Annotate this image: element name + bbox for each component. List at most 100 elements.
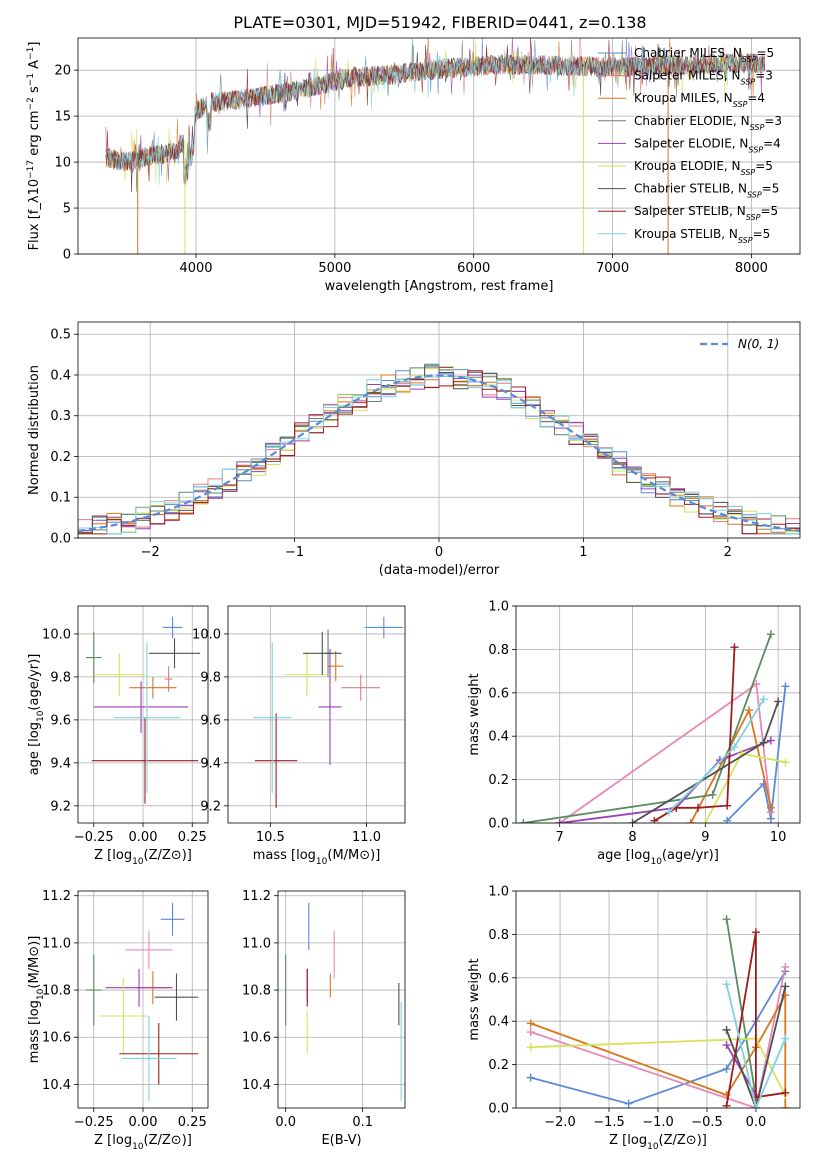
- plot-area: [85, 902, 199, 1101]
- weight-point: [723, 801, 732, 810]
- y-tick-label: 1.0: [488, 600, 509, 615]
- x-tick-label: −0.5: [691, 1115, 723, 1130]
- label-part: 10: [316, 857, 328, 867]
- legend-tail: =5: [762, 182, 780, 196]
- x-tick-label: 4000: [179, 261, 212, 276]
- y-tick-label: 0.8: [488, 928, 509, 943]
- y-tick-label: 0.5: [50, 328, 71, 343]
- legend-tail: =3: [764, 114, 782, 128]
- y-tick-label: 9.2: [50, 799, 71, 814]
- weight-point: [781, 1088, 790, 1097]
- plot-area: [85, 616, 201, 804]
- weight-point: [722, 1064, 731, 1073]
- y-axis-label: Normed distribution: [27, 365, 42, 495]
- y-tick-label: 10.6: [242, 1031, 271, 1046]
- label-part: (Z/Z⊙)]: [144, 848, 192, 863]
- legend-tail: =5: [756, 46, 774, 60]
- y-tick-label: 11.2: [242, 889, 271, 904]
- y-tick-label: 1.0: [488, 885, 509, 900]
- label-part: Flux [f_λ10: [27, 179, 42, 251]
- x-tick-label: 0: [435, 545, 443, 560]
- weight-point: [751, 928, 760, 937]
- legend-sub: SSP: [733, 100, 748, 109]
- label-part: 10: [36, 710, 46, 722]
- legend-entry: Salpeter MILES, NSSP=3: [634, 69, 773, 87]
- weight-point: [766, 630, 775, 639]
- axes-frame: [77, 37, 801, 255]
- x-tick-label: 0.00: [129, 830, 158, 845]
- label-part: mass [: [27, 1020, 42, 1063]
- label-part: (age/yr)]: [662, 848, 719, 863]
- x-axis-label: Z [log10(Z/Z⊙)]: [94, 1133, 192, 1152]
- legend-text: Chabrier MILES, N: [634, 46, 742, 60]
- x-tick-label: 0.25: [178, 1115, 207, 1130]
- spectrum-legend: Chabrier MILES, N SSP =5 Salpeter MILES, NS…: [598, 46, 782, 244]
- y-tick-label: 0.0: [488, 1102, 509, 1117]
- legend-sub: SSP: [746, 213, 761, 222]
- y-tick-label: 0.0: [50, 532, 71, 547]
- y-tick-label: 0.2: [488, 773, 509, 788]
- y-tick-label: 20: [54, 64, 71, 79]
- x-tick-label: −2: [141, 545, 160, 560]
- x-tick-label: 11.0: [352, 830, 381, 845]
- label-part: age [: [27, 742, 42, 775]
- y-axis-label: mass [log10(M/M⊙)]: [27, 936, 46, 1064]
- weight-point: [723, 816, 732, 823]
- legend-text: Kroupa ELODIE, N: [634, 159, 741, 173]
- weight-point: [650, 816, 659, 823]
- weight-point: [730, 643, 739, 652]
- legend-entry: Chabrier STELIB, NSSP=5: [634, 182, 779, 200]
- y-tick-label: 0.6: [488, 686, 509, 701]
- x-axis-label: (data-model)/error: [379, 563, 500, 578]
- label-part: log: [627, 1133, 647, 1148]
- y-tick-label: 0.3: [50, 409, 71, 424]
- label-part: (Z/Z⊙)]: [144, 1133, 192, 1148]
- weight-series-line: [725, 932, 786, 1106]
- plot-area: [78, 363, 800, 538]
- legend-entry: Kroupa MILES, NSSP=4: [634, 91, 765, 109]
- x-tick-label: −1: [285, 545, 304, 560]
- weight-point: [686, 819, 695, 823]
- weight-series-line: [726, 686, 787, 822]
- plot-area: [253, 616, 404, 808]
- figure-title: PLATE=0301, MJD=51942, FIBERID=0441, z=0…: [233, 13, 646, 32]
- weight-point: [766, 736, 775, 745]
- weight-series-line: [725, 919, 757, 1098]
- y-tick-label: 10.8: [42, 984, 71, 999]
- y-tick-label: 9.2: [200, 799, 221, 814]
- y-axis-label: Flux [f_λ10−17 erg cm−2 s−1 A−1]: [26, 42, 42, 251]
- x-tick-label: 9: [701, 830, 709, 845]
- label-part: mass weight: [467, 958, 482, 1040]
- y-tick-label: 10.4: [242, 1078, 271, 1093]
- plot-area: [526, 915, 790, 1108]
- y-tick-label: 11.0: [242, 936, 271, 951]
- weight-point: [519, 819, 528, 823]
- x-tick-label: 0.25: [178, 830, 207, 845]
- label-part: 10: [132, 1142, 144, 1152]
- label-part: 10: [650, 857, 662, 867]
- label-part: Z [: [94, 848, 112, 863]
- x-tick-label: 7: [556, 830, 564, 845]
- weight-point: [664, 808, 673, 817]
- y-tick-label: 10.8: [242, 984, 271, 999]
- histogram-series: [78, 376, 800, 538]
- x-tick-label: 2: [724, 545, 732, 560]
- axes-frame: [77, 321, 801, 539]
- y-tick-label: 0.0: [488, 817, 509, 832]
- legend-entry: Salpeter STELIB, NSSP=5: [634, 204, 778, 222]
- y-axis-label: mass weight: [467, 673, 482, 755]
- y-tick-label: 0.1: [50, 491, 71, 506]
- y-axis-label: age [log10(age/yr)]: [27, 654, 46, 776]
- label-part: ]: [27, 42, 42, 47]
- axes-frame: [77, 890, 209, 1109]
- legend-sub: SSP: [750, 122, 765, 131]
- y-tick-label: 9.4: [50, 756, 71, 771]
- x-axis-label: mass [log10(M/M⊙)]: [253, 848, 381, 867]
- legend-tail: =4: [747, 91, 765, 105]
- x-tick-label: 6000: [457, 261, 490, 276]
- label-part: 10: [36, 988, 46, 1000]
- y-tick-label: 0.4: [50, 368, 71, 383]
- x-tick-label: 0.00: [129, 1115, 158, 1130]
- legend-text: Salpeter STELIB, N: [634, 204, 746, 218]
